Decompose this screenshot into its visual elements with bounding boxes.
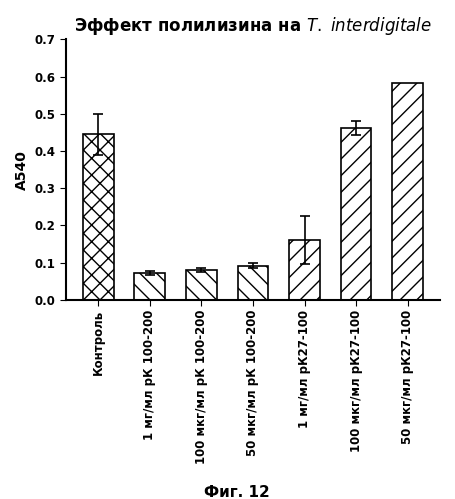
Bar <box>238 265 268 300</box>
Title: Эффект полилизина на $\mathit{T.\ interdigitale}$: Эффект полилизина на $\mathit{T.\ interd… <box>74 15 432 37</box>
Y-axis label: А540: А540 <box>15 150 29 190</box>
Bar <box>392 83 423 300</box>
Bar <box>289 241 320 300</box>
Text: Фиг. 12: Фиг. 12 <box>204 485 269 499</box>
Bar <box>341 128 371 300</box>
Bar <box>83 134 114 300</box>
Bar <box>135 272 166 300</box>
Bar <box>186 270 217 300</box>
